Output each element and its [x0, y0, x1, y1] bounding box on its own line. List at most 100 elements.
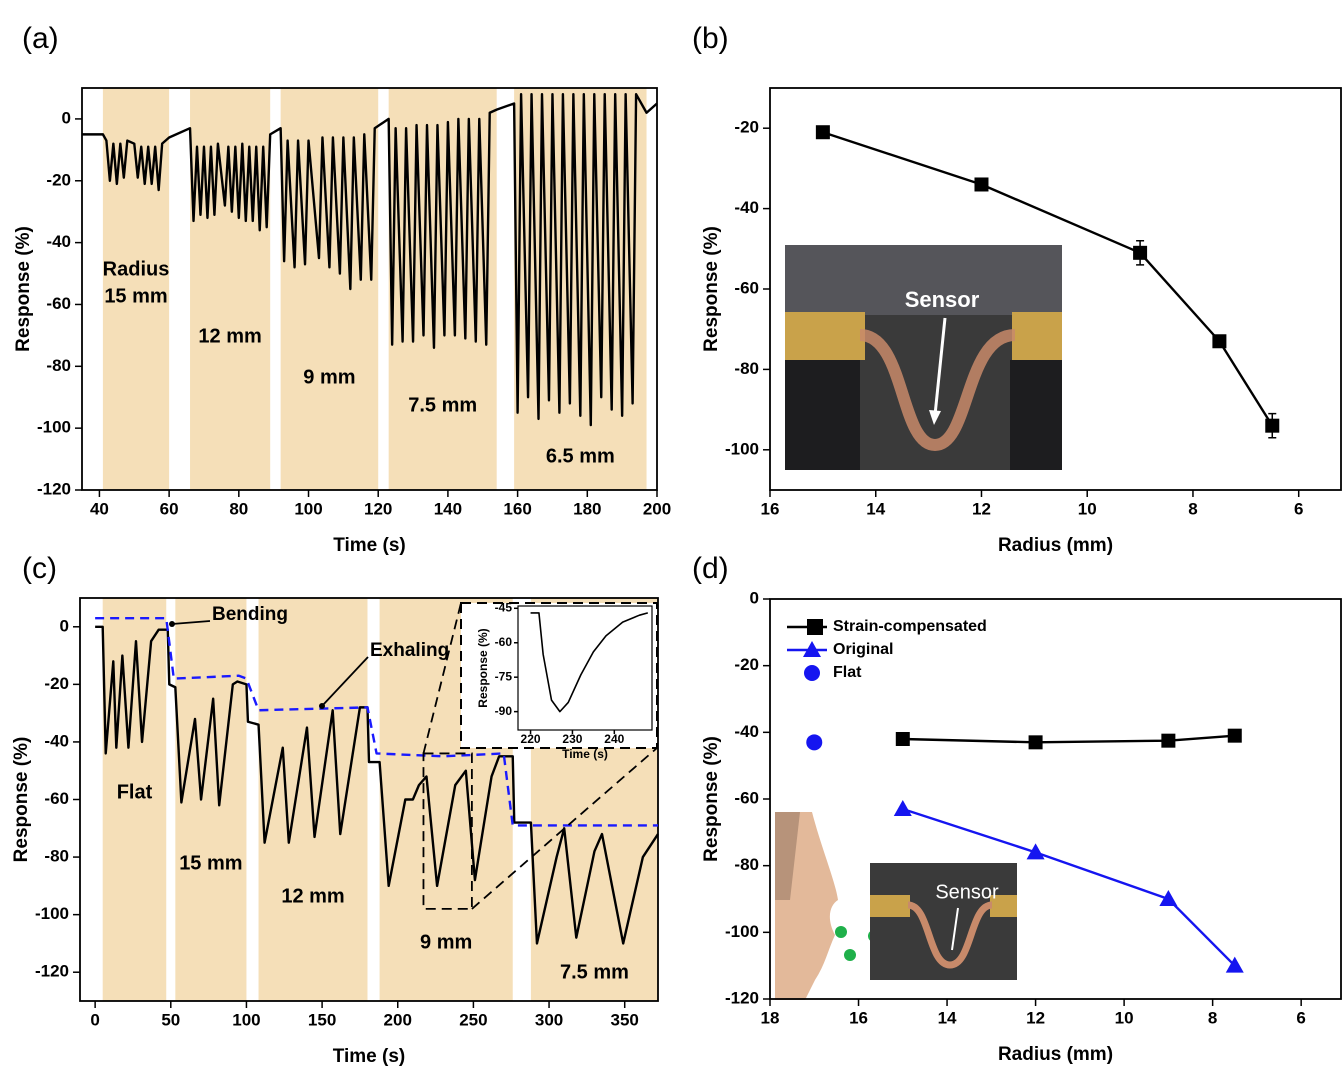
y-tick-label: -120	[725, 988, 759, 1007]
x-tick-label: 16	[849, 1008, 868, 1027]
x-tick-label: 180	[573, 499, 601, 518]
x-tick-label: 6	[1294, 499, 1303, 518]
panel-label: (b)	[692, 22, 729, 55]
x-tick-label: 150	[308, 1010, 336, 1029]
marker	[1133, 245, 1148, 260]
x-tick-label: 0	[90, 1010, 99, 1029]
y-tick-label: -40	[44, 731, 69, 750]
y-tick-label: -100	[725, 922, 759, 941]
x-tick-label: 200	[643, 499, 671, 518]
series-line	[902, 807, 1236, 967]
x-tick-label: 14	[866, 499, 885, 518]
x-tick-label: 300	[535, 1010, 563, 1029]
y-tick-label: -40	[734, 198, 759, 217]
x-tick-label: 40	[90, 499, 109, 518]
y-axis-title: Response (%)	[476, 628, 490, 707]
panel-label: (d)	[692, 552, 729, 585]
x-tick-label: 16	[761, 499, 780, 518]
marker	[1028, 735, 1043, 750]
x-tick-label: 160	[503, 499, 531, 518]
legend-marker	[803, 641, 821, 657]
annotation-head	[319, 703, 325, 709]
band-label: 12 mm	[198, 325, 261, 347]
y-axis-title: Response (%)	[11, 737, 32, 863]
marker	[815, 125, 830, 140]
marker	[1212, 334, 1227, 349]
marker	[1161, 733, 1176, 748]
y-axis-title: Response (%)	[13, 226, 34, 352]
marker	[895, 732, 910, 746]
x-tick-label: 12	[972, 499, 991, 518]
y-tick-label: -75	[495, 669, 513, 683]
y-tick-label: -60	[734, 278, 759, 297]
y-tick-label: -20	[46, 170, 71, 189]
y-tick-label: -60	[734, 788, 759, 807]
inset-label: Sensor	[935, 881, 999, 903]
inset-label: Sensor	[905, 287, 980, 312]
x-tick-label: 80	[229, 499, 248, 518]
breath-illustration: Sensor	[775, 812, 1017, 1000]
marker	[1227, 728, 1242, 743]
y-tick-label: 0	[750, 588, 759, 607]
y-tick-label: -20	[44, 674, 69, 693]
marker	[1265, 418, 1280, 433]
x-tick-label: 140	[434, 499, 462, 518]
y-tick-label: -20	[734, 655, 759, 674]
y-tick-label: -120	[35, 962, 69, 981]
y-tick-label: -60	[44, 789, 69, 808]
plot-frame	[517, 605, 653, 731]
y-tick-label: 0	[60, 616, 69, 635]
y-tick-label: -60	[46, 294, 71, 313]
series-line	[530, 612, 649, 713]
sensor-photo: Sensor	[785, 245, 1062, 470]
legend-marker	[807, 619, 823, 635]
series-line	[902, 734, 1235, 744]
band-label: 15 mm	[179, 852, 242, 874]
band-label: 15 mm	[104, 285, 167, 307]
y-tick-label: -80	[46, 356, 71, 375]
y-tick-label: -80	[734, 855, 759, 874]
x-tick-label: 60	[160, 499, 179, 518]
x-axis-title: Time (s)	[333, 1046, 406, 1067]
x-tick-label: 220	[521, 732, 541, 746]
x-tick-label: 10	[1078, 499, 1097, 518]
y-tick-label: -40	[46, 232, 71, 251]
y-tick-label: -100	[35, 904, 69, 923]
annotation-arrow	[171, 620, 211, 625]
y-tick-label: -90	[495, 704, 513, 718]
y-tick-label: -60	[495, 635, 513, 649]
band-label: 7.5 mm	[560, 961, 629, 983]
x-tick-label: 12	[1026, 1008, 1045, 1027]
x-tick-label: 8	[1188, 499, 1197, 518]
band-label: 9 mm	[420, 931, 472, 953]
x-axis-title: Time (s)	[333, 535, 406, 556]
y-tick-label: -80	[44, 847, 69, 866]
x-tick-label: 240	[604, 732, 624, 746]
annotation: Bending	[212, 604, 288, 625]
x-tick-label: 10	[1115, 1008, 1134, 1027]
y-tick-label: -40	[734, 722, 759, 741]
x-tick-label: 50	[161, 1010, 180, 1029]
x-tick-label: 100	[294, 499, 322, 518]
x-tick-label: 14	[938, 1008, 957, 1027]
zoom-box	[422, 752, 473, 910]
marker	[1026, 843, 1045, 860]
x-tick-label: 230	[562, 732, 582, 746]
band-label: Flat	[117, 781, 153, 803]
y-tick-label: 0	[62, 108, 71, 127]
x-axis-title: Time (s)	[562, 747, 608, 761]
y-tick-label: -80	[734, 359, 759, 378]
marker	[1225, 956, 1244, 973]
zoom-line	[471, 747, 658, 910]
band-label: 7.5 mm	[408, 394, 477, 416]
x-tick-label: 350	[611, 1010, 639, 1029]
y-tick-label: -45	[495, 600, 513, 614]
inset-background	[460, 602, 658, 749]
legend-label: Original	[833, 641, 893, 658]
zoom-line	[422, 602, 462, 754]
legend-label: Strain-compensated	[833, 618, 987, 635]
marker	[1159, 890, 1178, 906]
annotation: Exhaling	[370, 640, 449, 661]
x-tick-label: 18	[761, 1008, 780, 1027]
